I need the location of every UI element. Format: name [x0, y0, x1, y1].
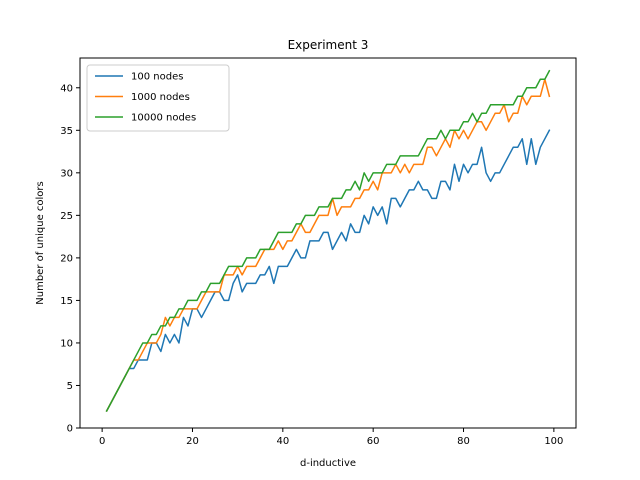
- legend-box: [86, 64, 230, 132]
- plot-frame: [79, 57, 577, 429]
- series-line-10000-nodes: [105, 69, 551, 413]
- x-tick-label: 40: [276, 436, 289, 447]
- legend: 100 nodes 1000 nodes 10000 nodes: [86, 64, 230, 132]
- x-axis-label: d-inductive: [300, 458, 356, 469]
- x-tick-label: 60: [367, 436, 380, 447]
- y-tick-label: 15: [60, 296, 73, 307]
- x-tick-label: 0: [99, 436, 105, 447]
- legend-label: 1000 nodes: [131, 92, 190, 103]
- y-tick-label: 30: [60, 168, 73, 179]
- x-axis: 0 20 40 60 80 100: [99, 428, 563, 447]
- y-tick-label: 40: [60, 83, 73, 94]
- series-line-100-nodes: [105, 129, 551, 413]
- y-axis: 0 5 10 15 20 25 30 35 40: [60, 83, 80, 435]
- legend-label: 10000 nodes: [131, 113, 196, 124]
- chart-title: Experiment 3: [288, 38, 369, 52]
- y-tick-label: 5: [67, 381, 73, 392]
- x-tick-label: 20: [186, 436, 199, 447]
- series-line-1000-nodes: [105, 78, 551, 413]
- legend-label: 100 nodes: [131, 72, 183, 83]
- plot-lines: [105, 69, 551, 413]
- y-tick-label: 0: [67, 424, 73, 435]
- y-tick-label: 10: [60, 338, 73, 349]
- y-axis-label: Number of unique colors: [35, 181, 46, 304]
- y-tick-label: 20: [60, 253, 73, 264]
- x-tick-label: 80: [457, 436, 470, 447]
- y-tick-label: 25: [60, 211, 73, 222]
- y-tick-label: 35: [60, 126, 73, 137]
- x-tick-label: 100: [544, 436, 563, 447]
